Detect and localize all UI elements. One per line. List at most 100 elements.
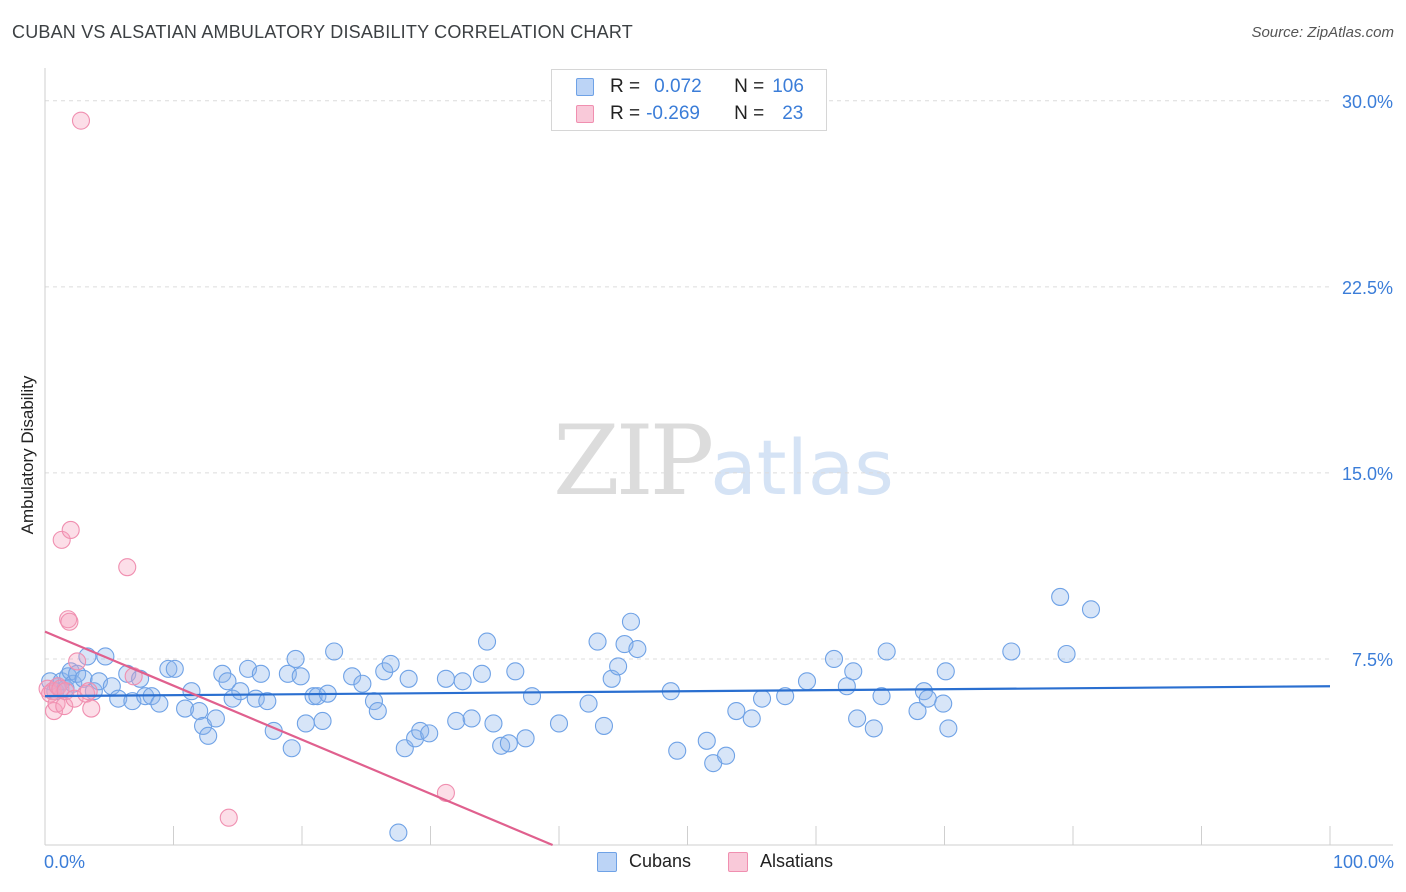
cubans-point — [291, 667, 310, 686]
legend-row-cubans: R = 0.072 N = 106 — [576, 75, 804, 99]
cubans-point — [934, 694, 953, 713]
cubans-point — [776, 687, 795, 706]
cubans-point — [206, 709, 225, 728]
cubans-point — [353, 674, 372, 693]
cubans-point — [296, 714, 315, 733]
alsatians-point — [60, 612, 79, 631]
cubans-point — [628, 639, 647, 659]
cubans-point — [872, 687, 891, 706]
alsatians-point — [65, 689, 84, 708]
alsatians-point — [44, 701, 64, 721]
y-tick-label: 7.5% — [1352, 650, 1393, 670]
y-tick-label: 22.5% — [1342, 278, 1393, 298]
cubans-point — [579, 694, 598, 713]
cubans-point — [304, 687, 323, 706]
cubans-point — [908, 701, 927, 721]
cubans-point — [436, 669, 455, 688]
alsatians-swatch — [728, 851, 748, 872]
watermark-atlas: atlas — [710, 423, 894, 512]
cubans-point — [668, 741, 687, 760]
cubans-point — [716, 746, 736, 765]
x-tick-label-max: 100.0% — [1332, 852, 1394, 872]
cubans-point — [594, 716, 614, 735]
cubans-point — [286, 649, 305, 669]
n-value: 23 — [782, 103, 804, 124]
n-value: 106 — [772, 76, 804, 97]
cubans-point — [343, 667, 362, 686]
cubans-trend-line — [44, 685, 1331, 698]
cubans-point — [727, 701, 746, 721]
cubans-point — [453, 672, 472, 691]
alsatians-point — [79, 682, 98, 701]
watermark: ZIPatlas — [553, 405, 894, 517]
cubans-point — [1081, 600, 1101, 619]
cubans-point — [844, 662, 863, 681]
cubans-point — [375, 662, 394, 681]
cubans-point — [368, 701, 387, 721]
cubans-point — [176, 699, 195, 718]
cubans-point — [936, 662, 955, 681]
cubans-point — [282, 739, 301, 758]
cubans-point — [472, 664, 491, 683]
alsatians-point — [55, 697, 74, 716]
cubans-point — [462, 709, 481, 728]
cubans-point — [477, 632, 497, 651]
n-label: N = — [734, 76, 765, 97]
cubans-point — [218, 672, 237, 691]
legend-item-cubans[interactable]: Cubans — [597, 851, 691, 872]
cubans-point — [697, 731, 716, 750]
cubans-point — [199, 726, 218, 745]
cubans-point — [621, 612, 641, 631]
cubans-point — [325, 642, 344, 661]
alsatians-point — [436, 783, 455, 802]
cubans-point — [752, 689, 772, 708]
cubans-point — [499, 734, 518, 753]
cubans-point — [313, 711, 332, 731]
cubans-point — [797, 672, 817, 691]
legend-row-alsatians: R = -0.269 N = 23 — [576, 102, 803, 126]
cubans-point — [190, 701, 209, 721]
cubans-point — [251, 664, 270, 683]
cubans-point — [159, 659, 178, 678]
cubans-point — [588, 632, 607, 651]
cubans-point — [1051, 587, 1070, 606]
legend-label-cubans: Cubans — [629, 851, 692, 871]
cubans-point — [516, 729, 535, 748]
source-label: Source: ZipAtlas.com — [1251, 24, 1394, 41]
cubans-point — [1057, 644, 1076, 664]
cubans-point — [389, 823, 408, 842]
cubans-point — [420, 724, 439, 743]
y-axis-label: Ambulatory Disability — [18, 375, 37, 535]
r-value: 0.072 — [654, 76, 702, 97]
cubans-point — [848, 709, 867, 728]
alsatians-point — [71, 111, 91, 130]
cubans-point — [150, 694, 169, 713]
cubans-point — [918, 689, 937, 708]
r-label: R = — [610, 103, 641, 124]
cubans-swatch — [576, 78, 594, 96]
chart-title: CUBAN VS ALSATIAN AMBULATORY DISABILITY … — [12, 22, 633, 42]
r-value: -0.269 — [646, 103, 700, 124]
r-label: R = — [610, 76, 641, 97]
y-tick-label: 30.0% — [1342, 92, 1393, 112]
stats-legend: R = 0.072 N = 106 R = -0.269 N = 23 — [551, 69, 827, 131]
cubans-point — [824, 649, 844, 669]
cubans-point — [506, 662, 525, 681]
alsatians-point — [51, 679, 70, 698]
cubans-point — [1002, 642, 1021, 661]
cubans-point — [609, 657, 628, 676]
x-tick-label-min: 0.0% — [44, 852, 86, 872]
y-tick-label: 15.0% — [1342, 464, 1393, 484]
alsatians-swatch — [576, 105, 594, 123]
cubans-point — [549, 714, 569, 733]
legend-item-alsatians[interactable]: Alsatians — [728, 851, 833, 872]
alsatians-trend-line — [44, 630, 554, 847]
legend-label-alsatians: Alsatians — [760, 851, 834, 871]
alsatians-point — [219, 808, 238, 827]
n-label: N = — [734, 103, 765, 124]
cubans-point — [231, 682, 250, 701]
cubans-point — [399, 669, 418, 688]
alsatians-point — [52, 530, 71, 549]
alsatians-point — [41, 684, 60, 703]
